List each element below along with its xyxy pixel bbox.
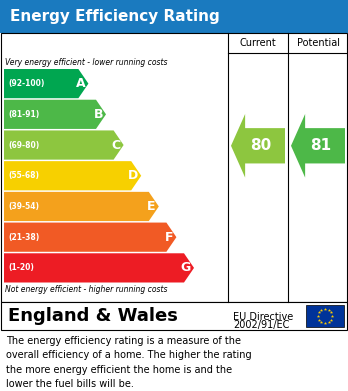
Polygon shape: [4, 161, 141, 190]
Text: C: C: [111, 138, 121, 152]
Text: The energy efficiency rating is a measure of the
overall efficiency of a home. T: The energy efficiency rating is a measur…: [6, 336, 252, 389]
Polygon shape: [4, 253, 194, 283]
Text: (21-38): (21-38): [8, 233, 39, 242]
Polygon shape: [291, 114, 345, 178]
Bar: [1, 302, 347, 330]
Polygon shape: [4, 131, 124, 160]
Text: Very energy efficient - lower running costs: Very energy efficient - lower running co…: [5, 58, 167, 67]
Polygon shape: [4, 100, 106, 129]
Polygon shape: [231, 114, 285, 178]
Text: England & Wales: England & Wales: [8, 307, 178, 325]
Polygon shape: [4, 192, 159, 221]
Text: (39-54): (39-54): [8, 202, 39, 211]
Text: (55-68): (55-68): [8, 171, 39, 180]
Text: (69-80): (69-80): [8, 140, 39, 149]
Bar: [306, 305, 344, 327]
Text: Energy Efficiency Rating: Energy Efficiency Rating: [10, 9, 220, 24]
Text: EU Directive: EU Directive: [233, 312, 293, 322]
Text: G: G: [181, 262, 191, 274]
Polygon shape: [4, 222, 176, 252]
Text: Current: Current: [240, 38, 276, 48]
Text: Potential: Potential: [296, 38, 340, 48]
Text: 81: 81: [310, 138, 332, 153]
Text: B: B: [94, 108, 103, 121]
Text: A: A: [76, 77, 85, 90]
Bar: [0, 0, 348, 33]
Bar: [1, 33, 347, 302]
Text: (1-20): (1-20): [8, 264, 34, 273]
Text: 80: 80: [250, 138, 272, 153]
Text: E: E: [147, 200, 156, 213]
Polygon shape: [4, 69, 88, 98]
Text: (92-100): (92-100): [8, 79, 45, 88]
Text: D: D: [128, 169, 138, 182]
Text: F: F: [165, 231, 173, 244]
Text: Not energy efficient - higher running costs: Not energy efficient - higher running co…: [5, 285, 167, 294]
Text: (81-91): (81-91): [8, 110, 39, 119]
Text: 2002/91/EC: 2002/91/EC: [233, 320, 290, 330]
